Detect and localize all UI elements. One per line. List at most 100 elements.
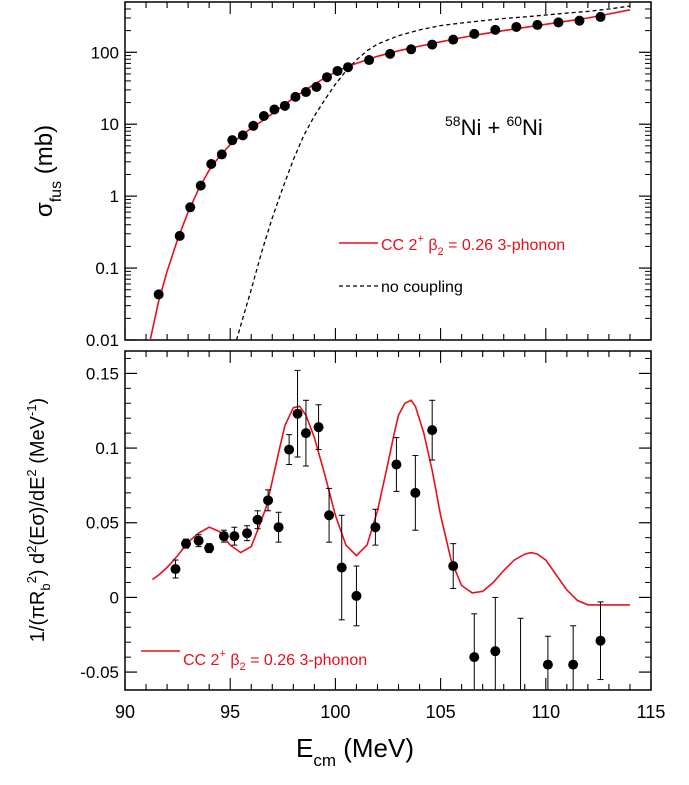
bottom-data-point bbox=[324, 487, 335, 543]
bottom-data-point bbox=[490, 596, 501, 690]
top-data-point bbox=[237, 130, 248, 141]
top-y-tick-label: 100 bbox=[91, 43, 119, 62]
bottom-data-point bbox=[568, 625, 579, 690]
top-data-point bbox=[490, 24, 501, 35]
top-y-axis-label: σfus (mb) bbox=[31, 125, 65, 217]
top-data-point bbox=[553, 17, 564, 28]
bottom-data-point bbox=[193, 534, 204, 548]
top-data-point bbox=[195, 180, 206, 191]
point-marker bbox=[410, 487, 421, 498]
bottom-y-axis-label: 1/(πRb2) d2(Eσ)/dE2 (MeV-1) bbox=[24, 398, 53, 642]
bottom-data-point bbox=[595, 601, 606, 681]
point-marker bbox=[568, 659, 579, 670]
bottom-y-tick-label: 0.15 bbox=[86, 364, 119, 383]
bottom-data-point bbox=[292, 369, 303, 458]
bottom-axis-ticks: -0.05 0 0.05 0.1 0.15 90 95 100 105 110 115 bbox=[80, 351, 665, 722]
point-marker bbox=[324, 510, 335, 521]
bottom-data-point bbox=[391, 437, 402, 492]
point-marker bbox=[336, 562, 347, 573]
top-axis-ticks: 0.01 0.1 1 10 100 bbox=[86, 1, 652, 350]
top-y-tick-label: 0.1 bbox=[95, 259, 119, 278]
top-data-point bbox=[174, 230, 185, 241]
bottom-data-point bbox=[448, 543, 459, 589]
x-tick-label: 110 bbox=[531, 702, 560, 722]
top-data-point bbox=[364, 55, 375, 66]
top-data-point bbox=[279, 100, 290, 111]
top-y-tick-label: 0.01 bbox=[86, 331, 119, 350]
reaction-annotation: 58Ni + 60Ni bbox=[445, 113, 543, 140]
top-legend-cc-label: CC 2+ β2 = 0.26 3-phonon bbox=[381, 233, 565, 258]
bottom-plot-frame bbox=[124, 350, 652, 691]
bottom-data-point bbox=[204, 543, 215, 554]
point-marker bbox=[273, 522, 284, 533]
bottom-data-point bbox=[410, 455, 421, 531]
top-y-tick-label: 10 bbox=[100, 115, 119, 134]
top-data-point bbox=[269, 104, 280, 115]
bottom-y-tick-label: -0.05 bbox=[80, 663, 119, 682]
top-data-point bbox=[385, 48, 396, 59]
x-tick-label: 115 bbox=[637, 702, 666, 722]
bottom-y-tick-label: 0 bbox=[110, 588, 119, 607]
bottom-legend: CC 2+ β2 = 0.26 3-phonon bbox=[141, 648, 367, 673]
top-y-tick-label: 1 bbox=[110, 187, 119, 206]
top-data-point bbox=[300, 87, 311, 98]
top-data-point bbox=[511, 21, 522, 32]
bottom-data-point bbox=[170, 559, 181, 579]
x-axis-label: Ecm (MeV) bbox=[296, 733, 414, 770]
top-legend: CC 2+ β2 = 0.26 3-phonon no coupling bbox=[339, 233, 565, 296]
x-tick-label: 105 bbox=[426, 702, 456, 722]
point-marker bbox=[218, 531, 229, 542]
top-data-point bbox=[595, 11, 606, 22]
top-data-point bbox=[311, 81, 322, 92]
top-data-point bbox=[321, 72, 332, 83]
bottom-data-point bbox=[229, 526, 240, 546]
top-data-point bbox=[343, 62, 354, 73]
x-tick-label: 100 bbox=[320, 702, 350, 722]
top-data-point bbox=[185, 202, 196, 213]
bottom-data-point bbox=[370, 508, 381, 546]
barrier-distribution-panel: -0.05 0 0.05 0.1 0.15 90 95 100 105 110 115 1/(πRb… bbox=[24, 350, 665, 770]
point-marker bbox=[292, 408, 303, 419]
point-marker bbox=[170, 564, 181, 575]
top-data-point bbox=[153, 289, 164, 300]
bottom-legend-cc-label: CC 2+ β2 = 0.26 3-phonon bbox=[183, 648, 367, 673]
bottom-data-point bbox=[351, 565, 362, 627]
bottom-data-point bbox=[427, 399, 438, 461]
bottom-y-tick-label: 0.1 bbox=[95, 439, 119, 458]
top-data-point bbox=[290, 91, 301, 102]
point-marker bbox=[351, 590, 362, 601]
top-data-point bbox=[206, 158, 217, 169]
top-data-point bbox=[448, 34, 459, 45]
bottom-data-point bbox=[218, 529, 229, 543]
point-marker bbox=[490, 646, 501, 657]
top-data-point bbox=[469, 28, 480, 39]
bottom-data-point bbox=[300, 399, 311, 467]
point-marker bbox=[242, 528, 253, 539]
point-marker bbox=[204, 543, 215, 554]
point-marker bbox=[252, 514, 263, 525]
top-data-points bbox=[153, 11, 606, 300]
bottom-data-point bbox=[469, 613, 480, 690]
top-plot-frame bbox=[124, 1, 652, 341]
top-data-point bbox=[248, 120, 259, 131]
bottom-data-point bbox=[273, 511, 284, 543]
x-tick-label: 95 bbox=[220, 702, 240, 722]
point-marker bbox=[542, 659, 553, 670]
point-marker bbox=[469, 652, 480, 663]
top-data-point bbox=[227, 135, 238, 146]
top-data-point bbox=[258, 111, 269, 122]
bottom-data-point bbox=[517, 617, 524, 690]
top-no-coupling-curve bbox=[235, 5, 631, 340]
fusion-cross-section-panel: 0.01 0.1 1 10 100 σfus (mb) 58Ni + 60Ni CC 2… bbox=[31, 1, 652, 350]
top-data-point bbox=[216, 149, 227, 160]
bottom-cc-curve bbox=[151, 399, 630, 606]
top-data-point bbox=[532, 19, 543, 30]
top-data-point bbox=[406, 44, 417, 55]
point-marker bbox=[370, 522, 381, 533]
bottom-data-point bbox=[336, 514, 347, 621]
point-marker bbox=[300, 428, 311, 439]
bottom-data-point bbox=[252, 510, 263, 530]
x-tick-label: 90 bbox=[115, 702, 135, 722]
point-marker bbox=[181, 538, 192, 549]
